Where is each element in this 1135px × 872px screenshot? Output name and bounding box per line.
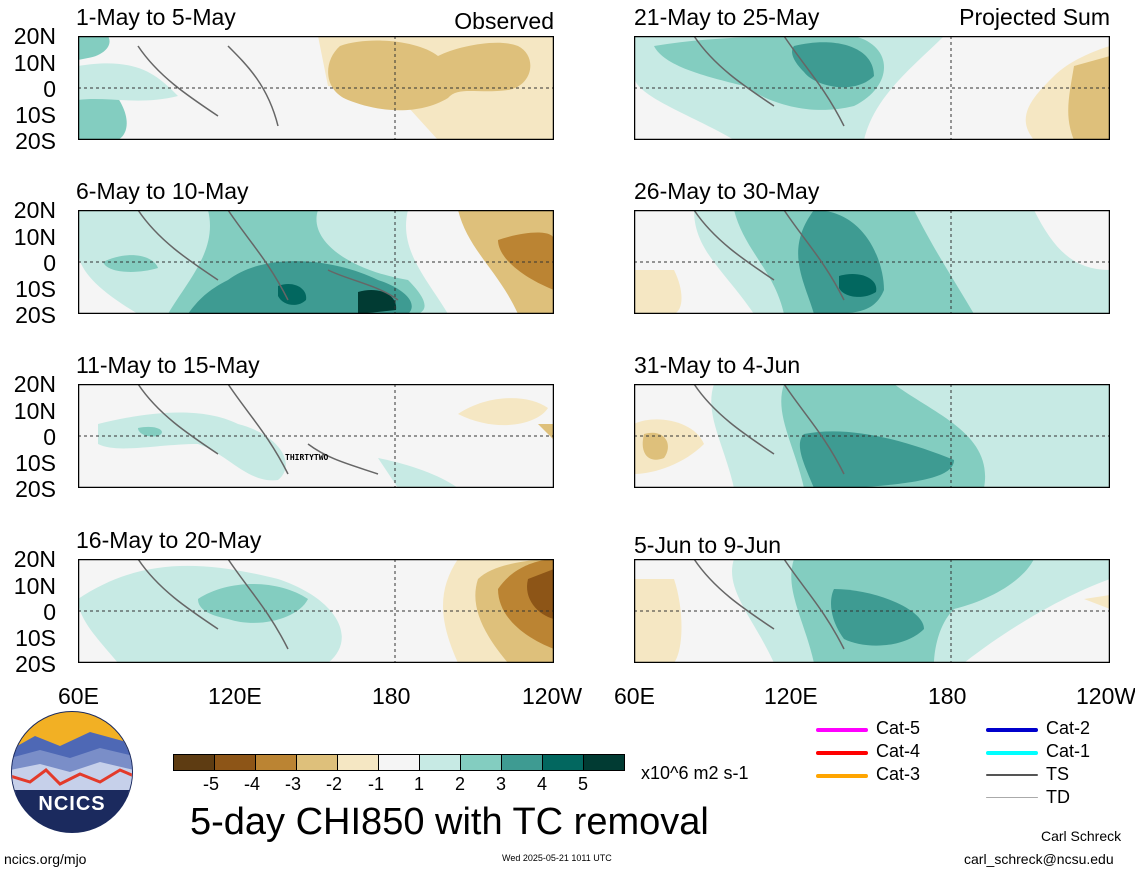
storm-label: THIRTYTWO: [285, 453, 329, 462]
legend-label-cat3: Cat-3: [876, 764, 921, 784]
lat-label-10n: 10N: [13, 224, 56, 250]
colorbar-label: -4: [244, 774, 261, 794]
footer-email: carl_schreck@ncsu.edu: [964, 851, 1114, 867]
panel-title-4: 16-May to 20-May: [76, 527, 262, 553]
colorbar-swatch-5: [338, 755, 379, 770]
colorbar-label: 4: [537, 774, 548, 794]
legend-label-cat2: Cat-2: [1046, 718, 1091, 738]
lat-label-eq: 0: [43, 250, 56, 276]
lat-label-10s: 10S: [15, 276, 56, 302]
lon-label-120w: 120W: [522, 683, 583, 709]
map-panel-1: [78, 36, 554, 140]
colorbar-label: 5: [578, 774, 589, 794]
map-panel-4: [78, 559, 554, 663]
lat-label-10n: 10N: [13, 398, 56, 424]
colorbar-label: -3: [285, 774, 302, 794]
colorbar-swatch-1: [174, 755, 215, 770]
panel-title-1: 1-May to 5-May: [76, 4, 236, 30]
colorbar-swatch-8: [461, 755, 502, 770]
panel-title-8: 5-Jun to 9-Jun: [634, 532, 782, 558]
footer-site-link[interactable]: ncics.org/mjo: [4, 851, 87, 867]
map-panel-6: [634, 210, 1110, 314]
colorbar-swatch-10: [543, 755, 584, 770]
ncics-logo: NCICS: [11, 711, 133, 833]
footer-author: Carl Schreck: [1041, 828, 1122, 844]
lat-label-eq: 0: [43, 599, 56, 625]
lat-label-10n: 10N: [13, 573, 56, 599]
colorbar-label: -1: [368, 774, 385, 794]
legend-label-cat5: Cat-5: [876, 718, 921, 738]
colorbar-label: -5: [203, 774, 220, 794]
panel-title-3: 11-May to 15-May: [76, 352, 260, 378]
legend-line-td: [986, 797, 1038, 798]
footer-timestamp: Wed 2025-05-21 1011 UTC: [502, 853, 612, 863]
colorbar-swatch-3: [256, 755, 297, 770]
lat-label-20s: 20S: [15, 128, 56, 154]
colorbar-swatch-2: [215, 755, 256, 770]
legend-label-cat1: Cat-1: [1046, 741, 1091, 761]
legend-line-cat4: [816, 751, 868, 755]
lon-label-180-right: 180: [928, 683, 967, 709]
map-panel-3: [78, 384, 554, 488]
lon-label-120e-right: 120E: [764, 683, 818, 709]
legend-line-cat2: [986, 728, 1038, 732]
lat-label-10s: 10S: [15, 450, 56, 476]
colorbar-units: x10^6 m2 s-1: [641, 763, 749, 783]
colorbar-label: 1: [414, 774, 425, 794]
lat-label-eq: 0: [43, 424, 56, 450]
lat-label-10s: 10S: [15, 625, 56, 651]
lat-label-20n: 20N: [13, 197, 56, 223]
panel-title-2: 6-May to 10-May: [76, 178, 249, 204]
main-title: 5-day CHI850 with TC removal: [190, 801, 709, 843]
lon-label-60e-right: 60E: [614, 683, 655, 709]
panel-title-7: 31-May to 4-Jun: [634, 352, 801, 378]
lon-label-60e: 60E: [58, 683, 99, 709]
lat-label-eq: 0: [43, 76, 56, 102]
map-panel-2: [78, 210, 554, 314]
colorbar-swatch-7: [420, 755, 461, 770]
lat-label-10n: 10N: [13, 50, 56, 76]
lon-label-120e: 120E: [208, 683, 262, 709]
colorbar-swatch-9: [502, 755, 543, 770]
colorbar-swatch-11: [584, 755, 624, 770]
lat-label-20n: 20N: [13, 23, 56, 49]
lat-label-10s: 10S: [15, 102, 56, 128]
legend-line-cat3: [816, 774, 868, 778]
map-panel-5: [634, 36, 1110, 140]
legend-label-cat4: Cat-4: [876, 741, 921, 761]
lat-label-20n: 20N: [13, 546, 56, 572]
lat-label-20s: 20S: [15, 651, 56, 677]
panel-tag-projected: Projected Sum: [959, 4, 1110, 30]
colorbar-label: 3: [496, 774, 507, 794]
map-panel-7: [634, 384, 1110, 488]
panel-title-5: 21-May to 25-May: [634, 4, 820, 30]
colorbar-label: 2: [455, 774, 466, 794]
panel-title-6: 26-May to 30-May: [634, 178, 820, 204]
legend-label-ts: TS: [1046, 764, 1070, 784]
colorbar-swatch-4: [297, 755, 338, 770]
logo-text: NCICS: [38, 793, 105, 815]
lon-label-120w-right: 120W: [1076, 683, 1135, 709]
legend-line-ts: [986, 774, 1038, 776]
legend-line-cat1: [986, 751, 1038, 755]
lon-label-180: 180: [372, 683, 411, 709]
colorbar-swatch-6: [379, 755, 420, 770]
colorbar: [173, 754, 625, 771]
map-panel-8: [634, 559, 1110, 663]
lat-label-20s: 20S: [15, 302, 56, 328]
legend-label-td: TD: [1046, 787, 1070, 807]
lat-label-20n: 20N: [13, 371, 56, 397]
colorbar-label: -2: [326, 774, 343, 794]
legend-line-cat5: [816, 728, 868, 732]
lat-label-20s: 20S: [15, 476, 56, 502]
panel-tag-observed: Observed: [454, 8, 554, 34]
